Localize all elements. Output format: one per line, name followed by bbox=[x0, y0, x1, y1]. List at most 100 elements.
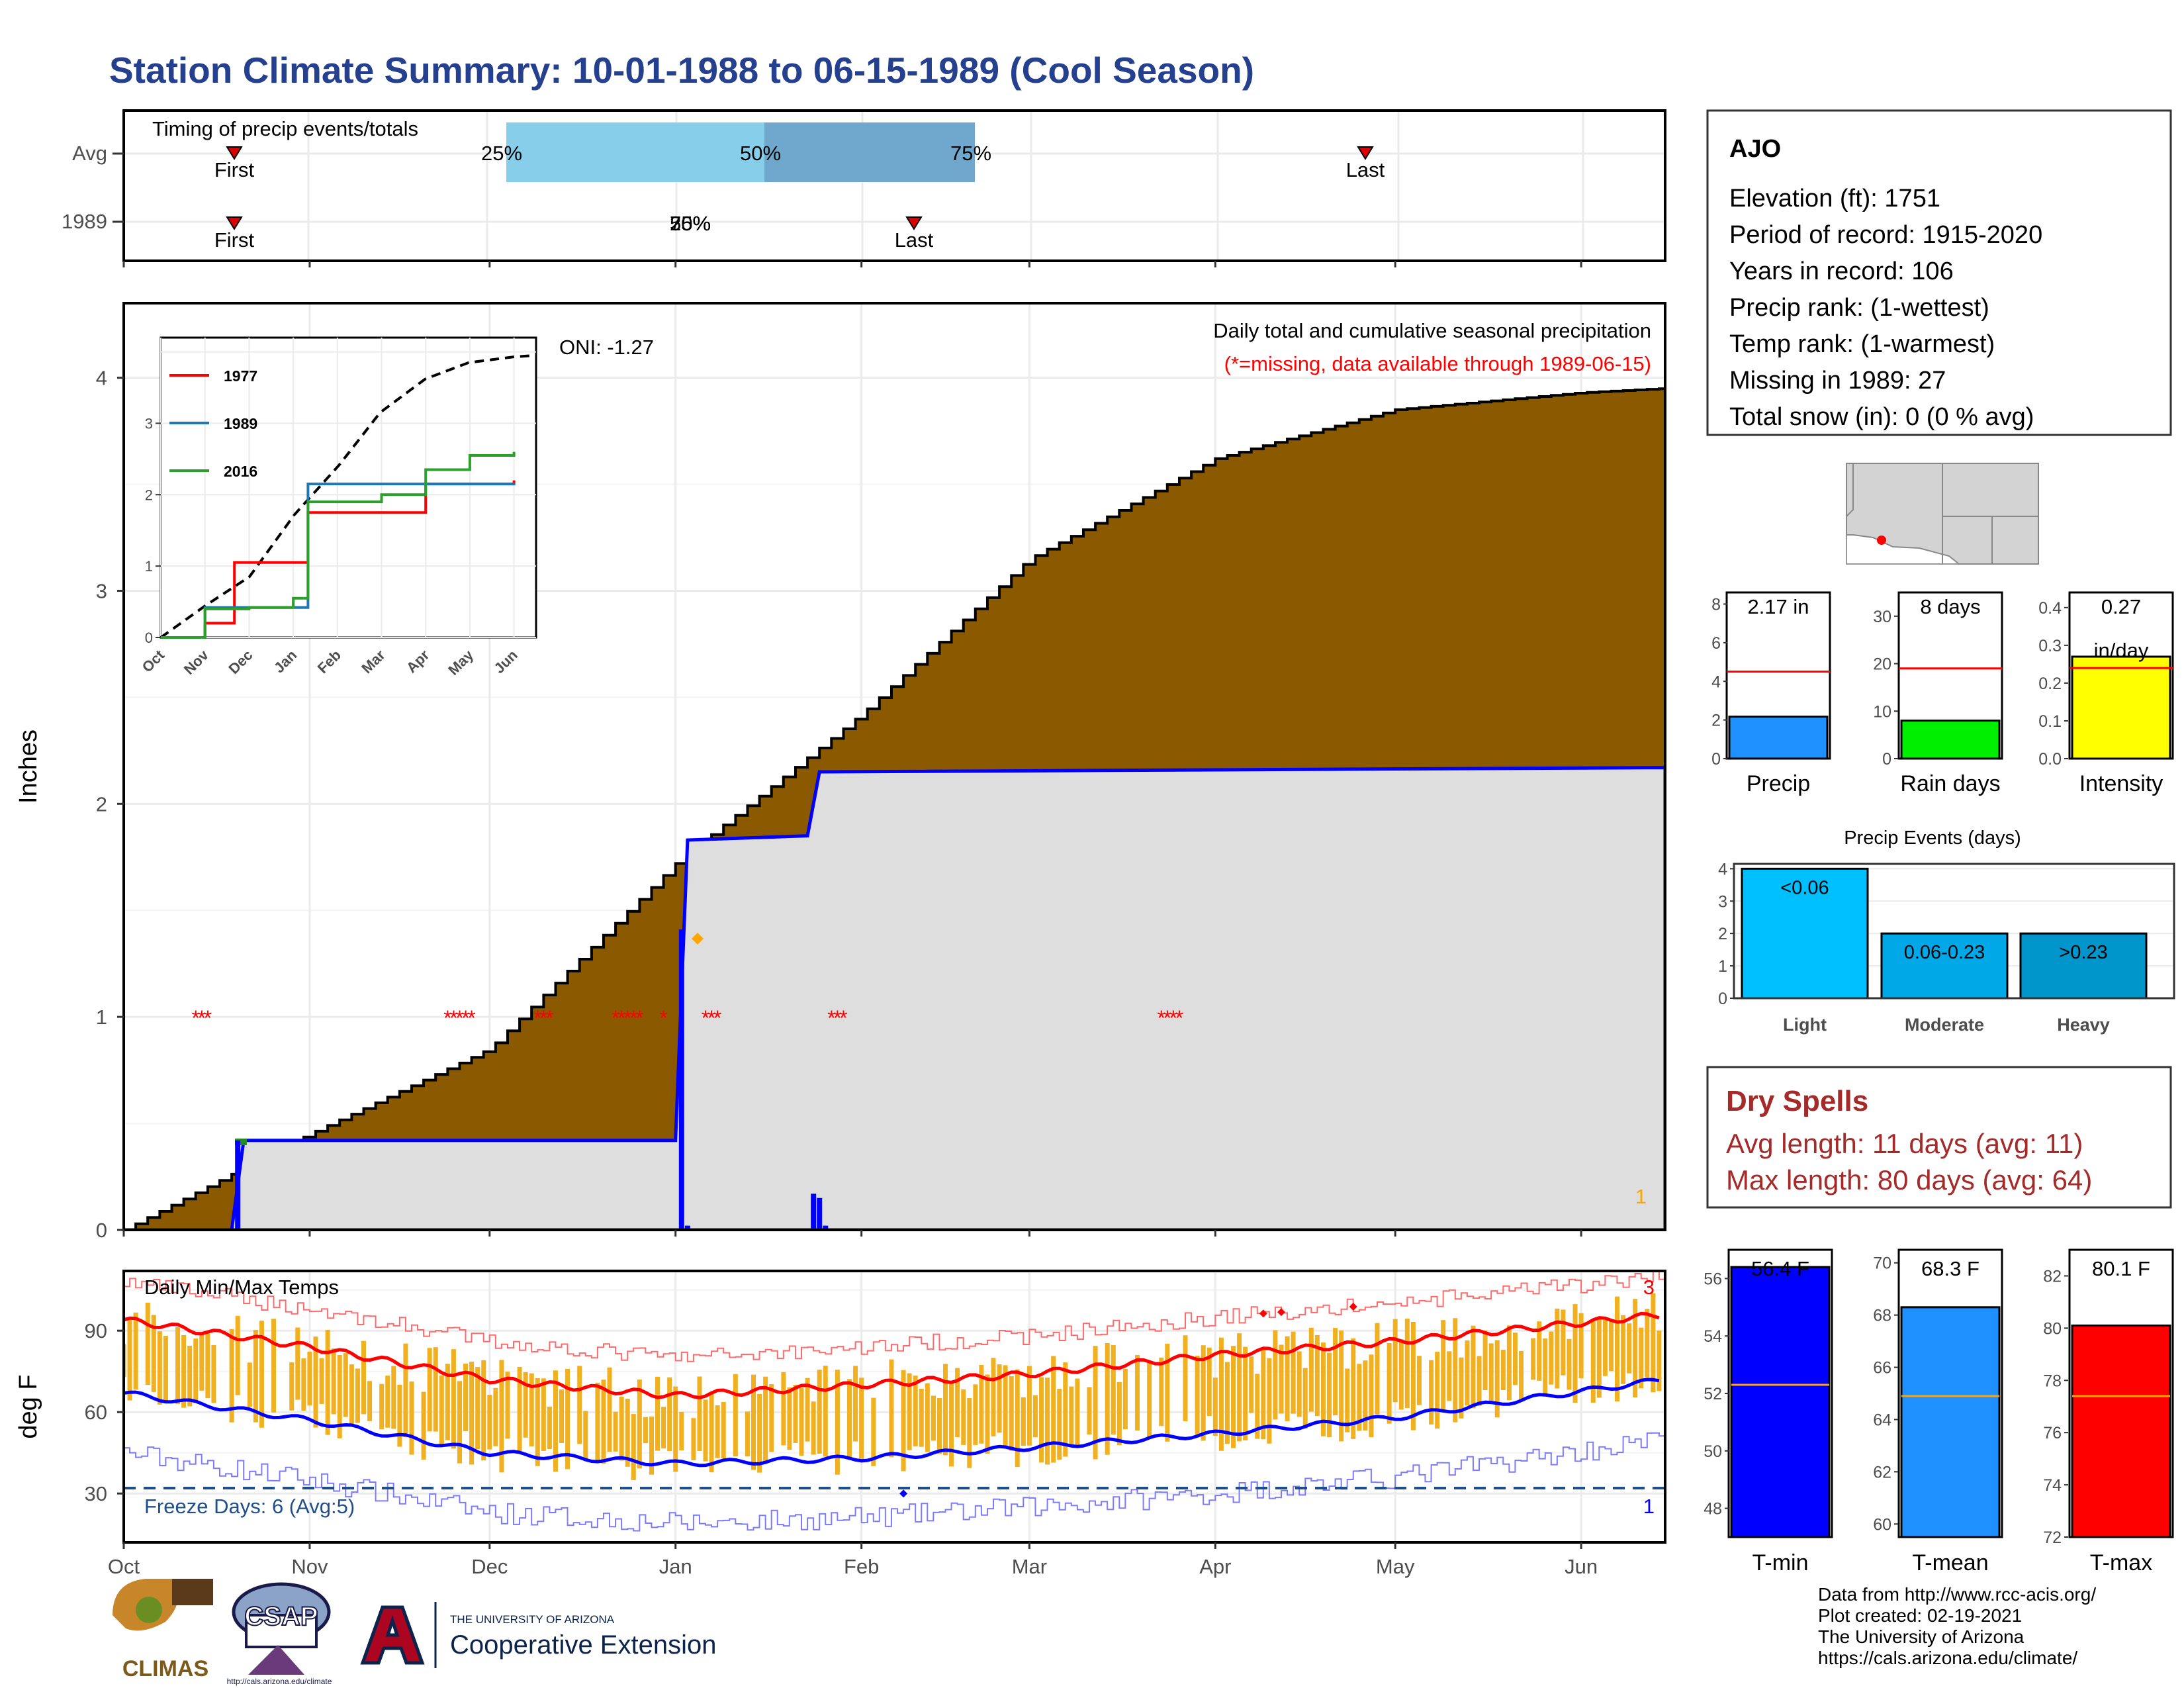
daily-temp-bar bbox=[391, 1366, 396, 1429]
daily-temp-bar bbox=[199, 1333, 205, 1391]
daily-temp-bar bbox=[1639, 1327, 1644, 1389]
temp-summary-value: 68.3 F bbox=[1921, 1257, 1979, 1280]
y89-overlap-75: 75% bbox=[670, 212, 711, 235]
daily-temp-bar bbox=[175, 1327, 181, 1404]
climas-text: CLIMAS bbox=[122, 1656, 208, 1681]
summary-ytick: 0 bbox=[1882, 750, 1891, 769]
daily-temp-bar bbox=[595, 1382, 600, 1461]
temp-top-count: 3 bbox=[1643, 1276, 1655, 1299]
events-category: Heavy bbox=[2057, 1015, 2110, 1035]
y89-first-marker bbox=[226, 216, 243, 230]
daily-temp-bar bbox=[1627, 1323, 1632, 1374]
month-tick: Apr bbox=[1199, 1555, 1231, 1578]
timing-panel: Timing of precip events/totals Avg 1989 … bbox=[62, 109, 1666, 267]
daily-temp-bar bbox=[349, 1364, 354, 1427]
daily-temp-bar bbox=[1471, 1325, 1476, 1409]
daily-temp-bar bbox=[601, 1380, 606, 1464]
daily-temp-bar bbox=[337, 1354, 342, 1438]
summary-ytick: 2 bbox=[1711, 712, 1721, 730]
summary-value: 2.17 in bbox=[1747, 595, 1809, 618]
missing-day-marker: * bbox=[1169, 1006, 1177, 1030]
daily-temp-bar bbox=[355, 1368, 360, 1423]
daily-temp-bar bbox=[499, 1360, 504, 1473]
p75-label: 75% bbox=[950, 142, 991, 165]
precip-ytick: 4 bbox=[96, 367, 107, 390]
daily-temp-bar bbox=[1621, 1315, 1626, 1384]
temp-label: Daily Min/Max Temps bbox=[144, 1276, 339, 1299]
daily-temp-bar bbox=[667, 1377, 672, 1452]
daily-temp-bar bbox=[523, 1372, 528, 1438]
daily-temp-bar bbox=[1231, 1346, 1236, 1448]
timing-label: Timing of precip events/totals bbox=[152, 117, 418, 140]
daily-temp-bar bbox=[643, 1417, 648, 1444]
y89-last-label: Last bbox=[895, 228, 934, 252]
daily-temp-bar bbox=[733, 1374, 738, 1457]
daily-temp-bar bbox=[757, 1393, 762, 1473]
daily-temp-bar bbox=[205, 1331, 210, 1399]
temperature-bars: 48 50 52 54 56 56.4 F T-min 60 62 64 66 68 70 68.3 F T… bbox=[1704, 1248, 2174, 1575]
summary-bars: 0 2 4 6 8 2.17 in Precip 0 10 20 30 8 days Rain days… bbox=[1711, 591, 2174, 796]
station-name: AJO bbox=[1729, 135, 1781, 163]
daily-temp-bar bbox=[487, 1395, 492, 1450]
daily-temp-bar bbox=[1045, 1378, 1050, 1465]
station-line: Period of record: 1915-2020 bbox=[1729, 221, 2042, 249]
missing-day-marker: * bbox=[833, 1006, 841, 1030]
daily-temp-bar bbox=[1285, 1336, 1290, 1421]
daily-temp-bar bbox=[1410, 1321, 1416, 1430]
daily-temp-bar bbox=[553, 1370, 558, 1472]
daily-temp-bar bbox=[1447, 1351, 1452, 1401]
daily-temp-bar bbox=[319, 1358, 324, 1404]
daily-temp-bar bbox=[811, 1401, 816, 1455]
events-ytick: 4 bbox=[1718, 860, 1727, 878]
missing-day-marker: * bbox=[623, 1006, 631, 1030]
daily-temp-bar bbox=[997, 1364, 1002, 1433]
summary-ytick: 0.3 bbox=[2038, 637, 2062, 655]
temp-summary-ytick: 76 bbox=[2043, 1424, 2062, 1442]
daily-temp-bar bbox=[1602, 1319, 1608, 1376]
missing-day-marker: * bbox=[713, 1006, 721, 1030]
avg-max-line bbox=[124, 1311, 1660, 1399]
daily-temp-bar bbox=[847, 1379, 852, 1459]
daily-temp-bar bbox=[577, 1366, 582, 1444]
month-tick: Jan bbox=[659, 1555, 692, 1578]
locator-map bbox=[1846, 463, 2039, 565]
missing-day-marker: * bbox=[455, 1006, 463, 1030]
climas-logo: CLIMAS bbox=[113, 1579, 213, 1681]
summary-ytick: 6 bbox=[1711, 634, 1721, 653]
daily-temp-bar bbox=[1159, 1357, 1164, 1427]
daily-temp-bar bbox=[817, 1370, 822, 1454]
daily-temp-bar bbox=[1578, 1313, 1584, 1379]
daily-temp-bar bbox=[145, 1302, 150, 1385]
daily-temp-bar bbox=[1519, 1350, 1524, 1401]
missing-day-marker: * bbox=[629, 1006, 637, 1030]
temp-summary-bar-tmax bbox=[2071, 1324, 2171, 1538]
daily-temp-bar bbox=[1165, 1343, 1170, 1442]
daily-temp-bar bbox=[1416, 1356, 1422, 1405]
missing-day-marker: * bbox=[545, 1006, 553, 1030]
temp-summary-ytick: 70 bbox=[1873, 1254, 1891, 1273]
inset-legend-label: 2016 bbox=[224, 463, 257, 480]
ua-big-text: Cooperative Extension bbox=[450, 1630, 716, 1660]
daily-temp-bar bbox=[1537, 1321, 1542, 1381]
daily-temp-bar bbox=[379, 1383, 385, 1430]
daily-temp-bar bbox=[1314, 1335, 1320, 1417]
daily-temp-bar bbox=[535, 1378, 540, 1466]
precip-ytick: 3 bbox=[96, 579, 107, 602]
daily-temp-bar bbox=[691, 1418, 696, 1460]
temp-summary-ytick: 68 bbox=[1873, 1307, 1891, 1325]
daily-temp-bar bbox=[1429, 1360, 1434, 1425]
daily-temp-bar bbox=[1026, 1366, 1032, 1446]
missing-day-marker: * bbox=[827, 1006, 835, 1030]
daily-temp-bar bbox=[649, 1416, 654, 1475]
temp-bottom-count: 1 bbox=[1643, 1495, 1655, 1518]
footer-line: The University of Arizona bbox=[1818, 1626, 2025, 1647]
daily-temp-bar bbox=[457, 1381, 462, 1464]
daily-temp-bar bbox=[409, 1381, 414, 1455]
daily-temp-bar bbox=[493, 1387, 498, 1446]
daily-precip-bar bbox=[817, 1197, 823, 1230]
daily-temp-bar bbox=[1512, 1333, 1518, 1385]
daily-temp-bar bbox=[367, 1381, 373, 1421]
month-tick: Dec bbox=[471, 1555, 508, 1578]
daily-temp-bar bbox=[529, 1373, 534, 1446]
temp-summary-ytick: 66 bbox=[1873, 1359, 1891, 1378]
